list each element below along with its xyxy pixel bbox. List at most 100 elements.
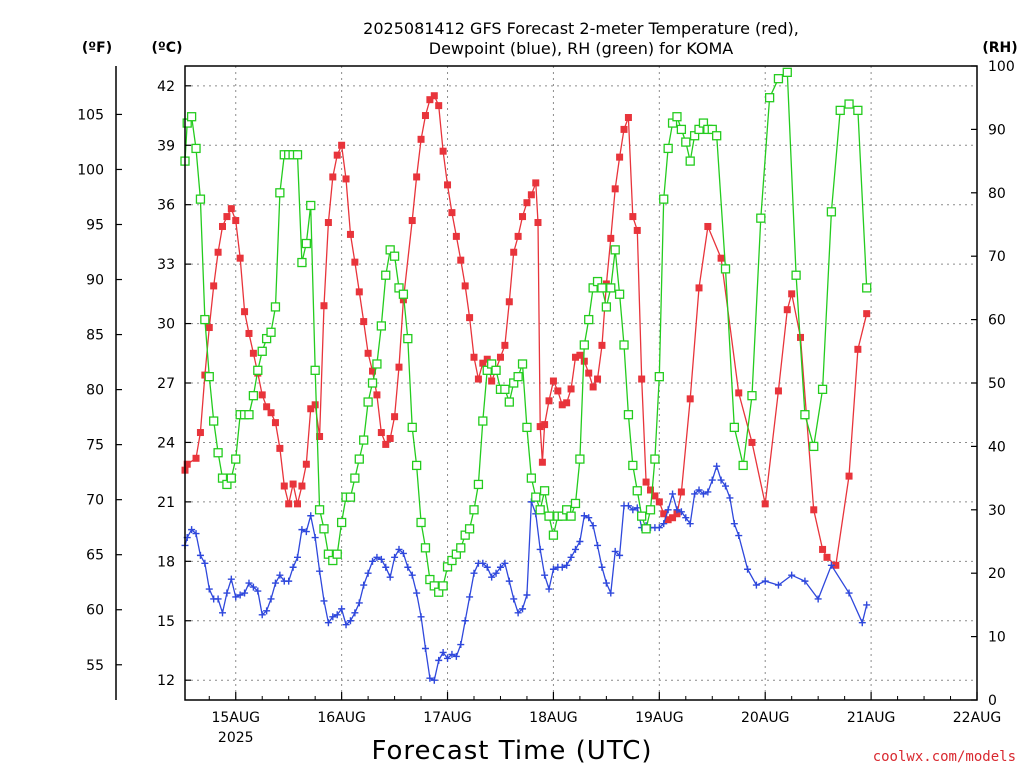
temperature-point — [192, 454, 200, 462]
dewpoint-point — [567, 553, 575, 561]
rh-point — [712, 131, 722, 141]
dewpoint-point — [241, 589, 249, 597]
temperature-point — [276, 444, 284, 452]
temperature-point — [673, 510, 681, 518]
rh-point — [606, 283, 616, 293]
dewpoint-point — [744, 565, 752, 573]
rh-tick-label: 60 — [988, 313, 1006, 329]
rh-tick-label: 30 — [988, 503, 1006, 519]
temperature-point — [677, 488, 685, 496]
temperature-point — [457, 256, 465, 264]
rh-point — [310, 365, 320, 375]
fahrenheit-tick-label: 55 — [86, 658, 104, 674]
x-tick-label: 22AUG — [953, 710, 1002, 726]
celsius-tick-label: 30 — [157, 317, 175, 333]
rh-point — [835, 105, 845, 116]
celsius-tick-label: 24 — [157, 435, 175, 451]
dewpoint-point — [364, 569, 372, 577]
dewpoint-point — [435, 656, 443, 664]
dewpoint-point — [338, 605, 346, 613]
temperature-point — [845, 472, 853, 480]
dewpoint-point — [730, 520, 738, 528]
rh-point — [628, 460, 638, 471]
dewpoint-point — [302, 528, 310, 536]
dewpoint-point — [258, 611, 266, 619]
temperature-point — [320, 302, 328, 310]
rh-point — [306, 200, 316, 211]
temperature-point — [629, 213, 637, 221]
dewpoint-point — [774, 581, 782, 589]
temperature-point — [532, 179, 540, 187]
rh-point — [756, 213, 766, 223]
dewpoint-point — [629, 506, 637, 514]
temperature-point — [488, 377, 496, 385]
celsius-unit-label: (ºC) — [152, 40, 183, 56]
rh-point — [478, 416, 488, 426]
temperature-point — [338, 141, 346, 149]
temperature-point — [333, 151, 341, 159]
rh-point — [231, 454, 241, 464]
temperature-point — [611, 185, 619, 193]
temperature-point — [470, 353, 478, 361]
rh-point — [826, 207, 837, 217]
rh-point — [226, 473, 236, 483]
rh-point — [535, 505, 545, 515]
rh-unit-label: (RH) — [982, 40, 1017, 56]
rh-point — [367, 378, 378, 388]
dewpoint-point — [633, 504, 641, 512]
celsius-tick-label: 21 — [157, 495, 175, 511]
temperature-point — [271, 419, 279, 427]
dewpoint-point — [232, 593, 240, 601]
dewpoint-point — [801, 577, 809, 585]
temperature-point — [346, 230, 354, 238]
temperature-point — [421, 112, 429, 120]
rh-point — [314, 505, 325, 515]
dewpoint-point — [863, 601, 871, 609]
dewpoint-point — [722, 482, 730, 490]
rh-point — [645, 505, 656, 515]
temperature-point — [219, 222, 227, 230]
fahrenheit-tick-label: 90 — [86, 273, 104, 289]
rh-point — [614, 289, 625, 299]
rh-point — [354, 454, 364, 464]
temperature-point — [554, 387, 562, 395]
rh-point — [350, 473, 360, 483]
temperature-point — [408, 217, 416, 225]
celsius-tick-label: 36 — [157, 198, 175, 214]
dewpoint-point — [249, 583, 257, 591]
rh-point — [531, 492, 541, 502]
rh-point — [407, 422, 417, 433]
dewpoint-point — [448, 650, 456, 658]
temperature-point — [426, 96, 434, 104]
rh-point — [632, 486, 642, 496]
rh-point — [579, 340, 589, 350]
rh-point — [566, 511, 576, 521]
rh-point — [601, 302, 612, 312]
temperature-point — [660, 510, 668, 518]
dewpoint-point — [466, 593, 474, 601]
dewpoint-point — [201, 559, 209, 567]
rh-point — [200, 314, 210, 325]
rh-point — [253, 365, 263, 375]
dewpoint-point — [576, 538, 584, 545]
rh-point — [659, 194, 669, 204]
dewpoint-point — [589, 522, 597, 530]
dewpoint-point — [479, 559, 487, 567]
temperature-point — [761, 500, 769, 508]
temperature-point — [373, 391, 381, 399]
temperature-series — [181, 92, 871, 569]
rh-tick-label: 70 — [988, 249, 1006, 265]
grid-lines — [185, 66, 977, 700]
temperature-point — [571, 353, 579, 361]
temperature-point — [594, 375, 602, 383]
dewpoint-point — [563, 561, 571, 569]
dewpoint-point — [408, 571, 416, 579]
dewpoint-point — [236, 591, 244, 599]
dewpoint-point — [735, 532, 743, 540]
dewpoint-point — [430, 676, 438, 684]
rh-point — [641, 524, 651, 534]
rh-point — [654, 372, 664, 382]
dewpoint-point — [708, 476, 716, 484]
dewpoint-point — [404, 563, 412, 571]
rh-point — [619, 340, 629, 350]
